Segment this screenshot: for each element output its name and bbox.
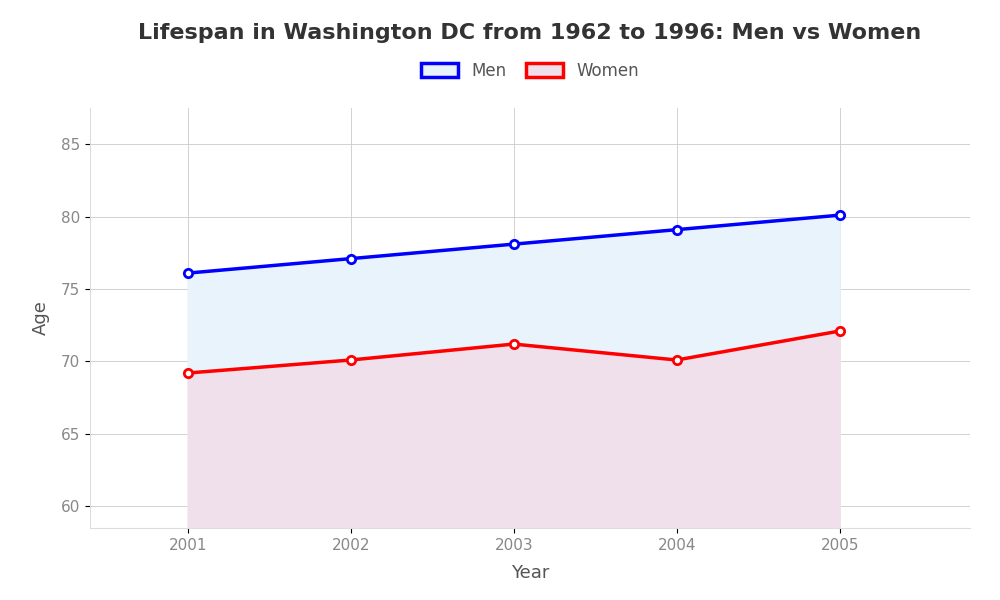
Title: Lifespan in Washington DC from 1962 to 1996: Men vs Women: Lifespan in Washington DC from 1962 to 1… xyxy=(138,23,922,43)
Legend: Men, Women: Men, Women xyxy=(421,62,639,80)
X-axis label: Year: Year xyxy=(511,564,549,582)
Y-axis label: Age: Age xyxy=(32,301,50,335)
